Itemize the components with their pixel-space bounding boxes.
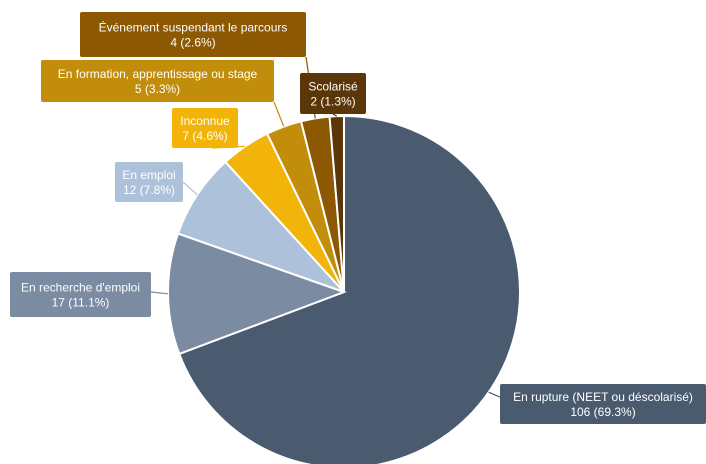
label-box (80, 12, 306, 57)
slice-label-name: En formation, apprentissage ou stage (58, 67, 258, 81)
label-box (300, 73, 366, 114)
slice-label-name: En emploi (122, 168, 175, 182)
label-box (10, 272, 151, 317)
leader-line-en-recherche-d-emploi (150, 291, 169, 295)
slice-label-value: 7 (4.6%) (182, 129, 227, 143)
slice-label-value: 17 (11.1%) (52, 296, 110, 310)
leader-line-en-formation-apprentissage-ou-stage (273, 101, 285, 127)
leader-line-en-emploi (182, 181, 198, 196)
slice-label-name: En rupture (NEET ou déscolarisé) (513, 390, 693, 404)
label-box (41, 60, 274, 102)
pie-slice-scolarise (328, 114, 345, 293)
slice-label-name: En recherche d'emploi (21, 281, 140, 295)
pie-slice-en-recherche-d-emploi (167, 232, 347, 356)
slice-label-value: 12 (7.8%) (123, 183, 175, 197)
leader-line-en-rupture-neet-ou-descolarise (488, 391, 503, 399)
slice-label-en-rupture-neet-ou-descolarise: En rupture (NEET ou déscolarisé)106 (69.… (500, 384, 706, 424)
label-box (172, 108, 238, 148)
label-box (500, 384, 706, 424)
pie-slices (167, 114, 521, 464)
slice-label-value: 2 (1.3%) (310, 95, 355, 109)
slice-label-name: Événement suspendant le parcours (99, 20, 288, 35)
slice-label-name: Scolarisé (308, 80, 358, 94)
slice-label-name: Inconnue (180, 114, 230, 128)
slice-label-value: 106 (69.3%) (570, 405, 635, 419)
slice-label-value: 4 (2.6%) (170, 36, 215, 50)
slice-labels: En rupture (NEET ou déscolarisé)106 (69.… (10, 12, 706, 424)
slice-label-value: 5 (3.3%) (135, 82, 180, 96)
leader-line-scolarise (332, 113, 338, 117)
label-box (115, 162, 183, 202)
